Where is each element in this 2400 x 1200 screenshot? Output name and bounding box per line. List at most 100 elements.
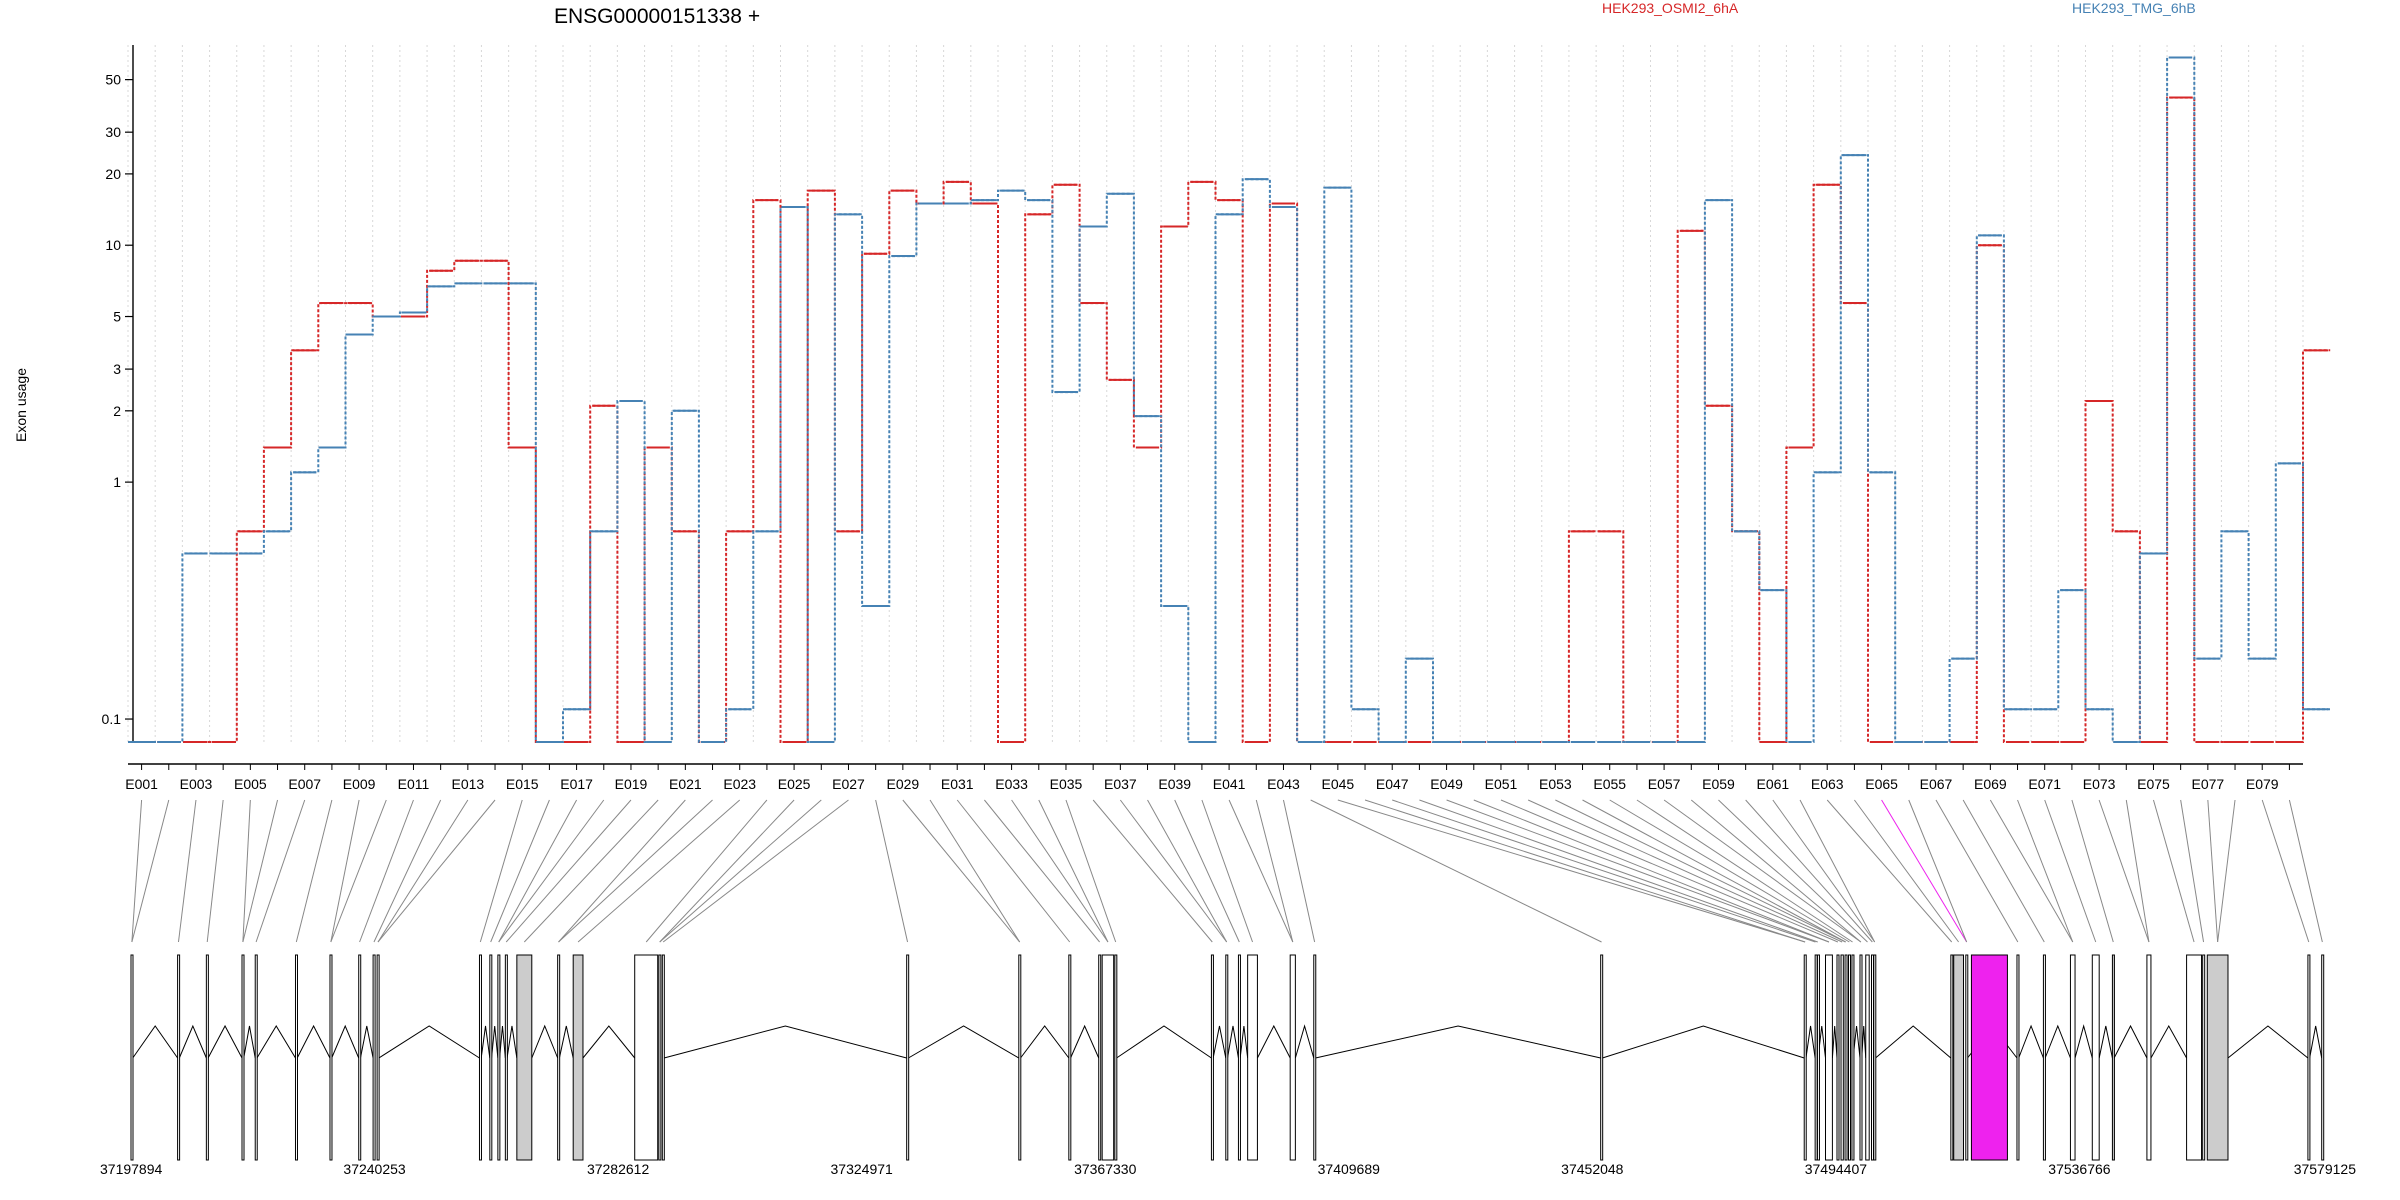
exon-box <box>516 954 533 1161</box>
connector-line <box>1799 799 1876 943</box>
connector-line <box>498 799 605 943</box>
intron <box>1602 1025 1805 1059</box>
x-tick-label: E047 <box>1376 776 1409 792</box>
x-tick-label: E017 <box>560 776 593 792</box>
exon-box <box>1873 954 1877 1161</box>
connector-line <box>206 799 224 943</box>
connector-line <box>2044 799 2097 943</box>
connector-line <box>1310 799 1602 943</box>
connector-line <box>1255 799 1294 943</box>
intron <box>1256 1024 1291 1059</box>
intron <box>256 1025 296 1059</box>
x-tick-label: E061 <box>1756 776 1789 792</box>
connector-line <box>1092 799 1213 943</box>
intron <box>506 1025 518 1059</box>
chart-title: ENSG00000151338 + <box>554 5 760 28</box>
genomic-tick-label: 37494407 <box>1805 1161 1868 1177</box>
exon-box <box>1098 954 1102 1161</box>
exon-box <box>1816 954 1820 1161</box>
genomic-tick-label: 37452048 <box>1561 1161 1624 1177</box>
exon-box <box>1851 954 1855 1161</box>
connector-line <box>1038 799 1109 943</box>
exon-box <box>1313 954 1317 1161</box>
x-tick-label: E015 <box>506 776 539 792</box>
exon-box <box>634 954 659 1161</box>
connector-line <box>984 799 1100 943</box>
connector-line <box>1147 799 1228 943</box>
intron <box>582 1025 636 1059</box>
x-tick-label: E037 <box>1104 776 1137 792</box>
intron <box>1315 1025 1601 1059</box>
connector-line <box>2098 799 2150 943</box>
connector-line <box>929 799 1021 943</box>
connector-line <box>131 799 170 943</box>
x-tick-label: E045 <box>1321 776 1354 792</box>
connector-line <box>1065 799 1117 943</box>
exon-box <box>2016 954 2020 1161</box>
connector-line <box>1337 799 1806 943</box>
connector-line <box>479 799 523 943</box>
series-line-2 <box>128 56 2331 743</box>
connector-line <box>1962 799 2045 943</box>
connector-line <box>558 799 686 943</box>
exon-box <box>205 954 209 1161</box>
x-tick-label: E033 <box>995 776 1028 792</box>
y-tick-label: 2 <box>113 403 121 419</box>
connector-line <box>1582 799 1846 943</box>
x-tick-label: E057 <box>1648 776 1681 792</box>
exon-box <box>1953 954 1964 1161</box>
connector-line <box>1392 799 1816 943</box>
exon-box <box>2146 954 2152 1161</box>
exon-box <box>1836 954 1840 1161</box>
genomic-tick-label: 37282612 <box>587 1161 650 1177</box>
connector-line <box>1718 799 1868 943</box>
connector-line <box>1500 799 1839 943</box>
connector-line <box>2261 799 2310 943</box>
exon-box <box>2042 954 2046 1161</box>
connector-line <box>1854 799 1960 943</box>
connector-line <box>2071 799 2114 943</box>
y-tick-label: 1 <box>113 474 121 490</box>
x-tick-label: E023 <box>723 776 756 792</box>
exon-box <box>489 954 493 1161</box>
x-tick-label: E029 <box>886 776 919 792</box>
intron <box>1212 1025 1227 1059</box>
exon-connector-lines <box>131 799 2323 943</box>
legend-series-2: HEK293_TMG_6hB <box>2072 0 2196 16</box>
exon-box <box>329 954 333 1161</box>
connector-line <box>1527 799 1843 943</box>
x-tick-label: E021 <box>669 776 702 792</box>
exon-box <box>2069 954 2076 1161</box>
exon-box <box>504 954 508 1161</box>
x-tick-label: E059 <box>1702 776 1735 792</box>
connector-line <box>131 799 143 943</box>
exon-box <box>241 954 245 1161</box>
highlighted-exon-box <box>1970 954 2008 1161</box>
connector-line <box>1473 799 1830 943</box>
intron <box>2113 1024 2148 1059</box>
x-tick-label: E011 <box>398 776 430 792</box>
connector-line <box>1935 799 2019 943</box>
x-tick-label: E051 <box>1485 776 1518 792</box>
connector-line <box>875 799 909 943</box>
exon-box <box>294 954 298 1161</box>
intron <box>1116 1025 1212 1059</box>
connector-line <box>1636 799 1853 943</box>
intron <box>1294 1024 1315 1059</box>
connector-line <box>1419 799 1818 943</box>
exon-box <box>1600 954 1604 1161</box>
exon-box <box>497 954 501 1161</box>
x-tick-label: E007 <box>288 776 321 792</box>
y-axis: 0.1 1 2 3 5 10 20 30 50 <box>102 45 134 742</box>
intron <box>1070 1024 1100 1059</box>
x-tick-label: E027 <box>832 776 865 792</box>
x-tick-label: E055 <box>1593 776 1626 792</box>
intron <box>531 1024 559 1059</box>
intron <box>663 1025 907 1059</box>
intron <box>243 1025 256 1059</box>
y-tick-label: 20 <box>105 166 121 182</box>
exon-box <box>376 954 380 1161</box>
x-tick-label: E009 <box>343 776 376 792</box>
intron <box>908 1025 1020 1059</box>
connector-line <box>1446 799 1830 943</box>
